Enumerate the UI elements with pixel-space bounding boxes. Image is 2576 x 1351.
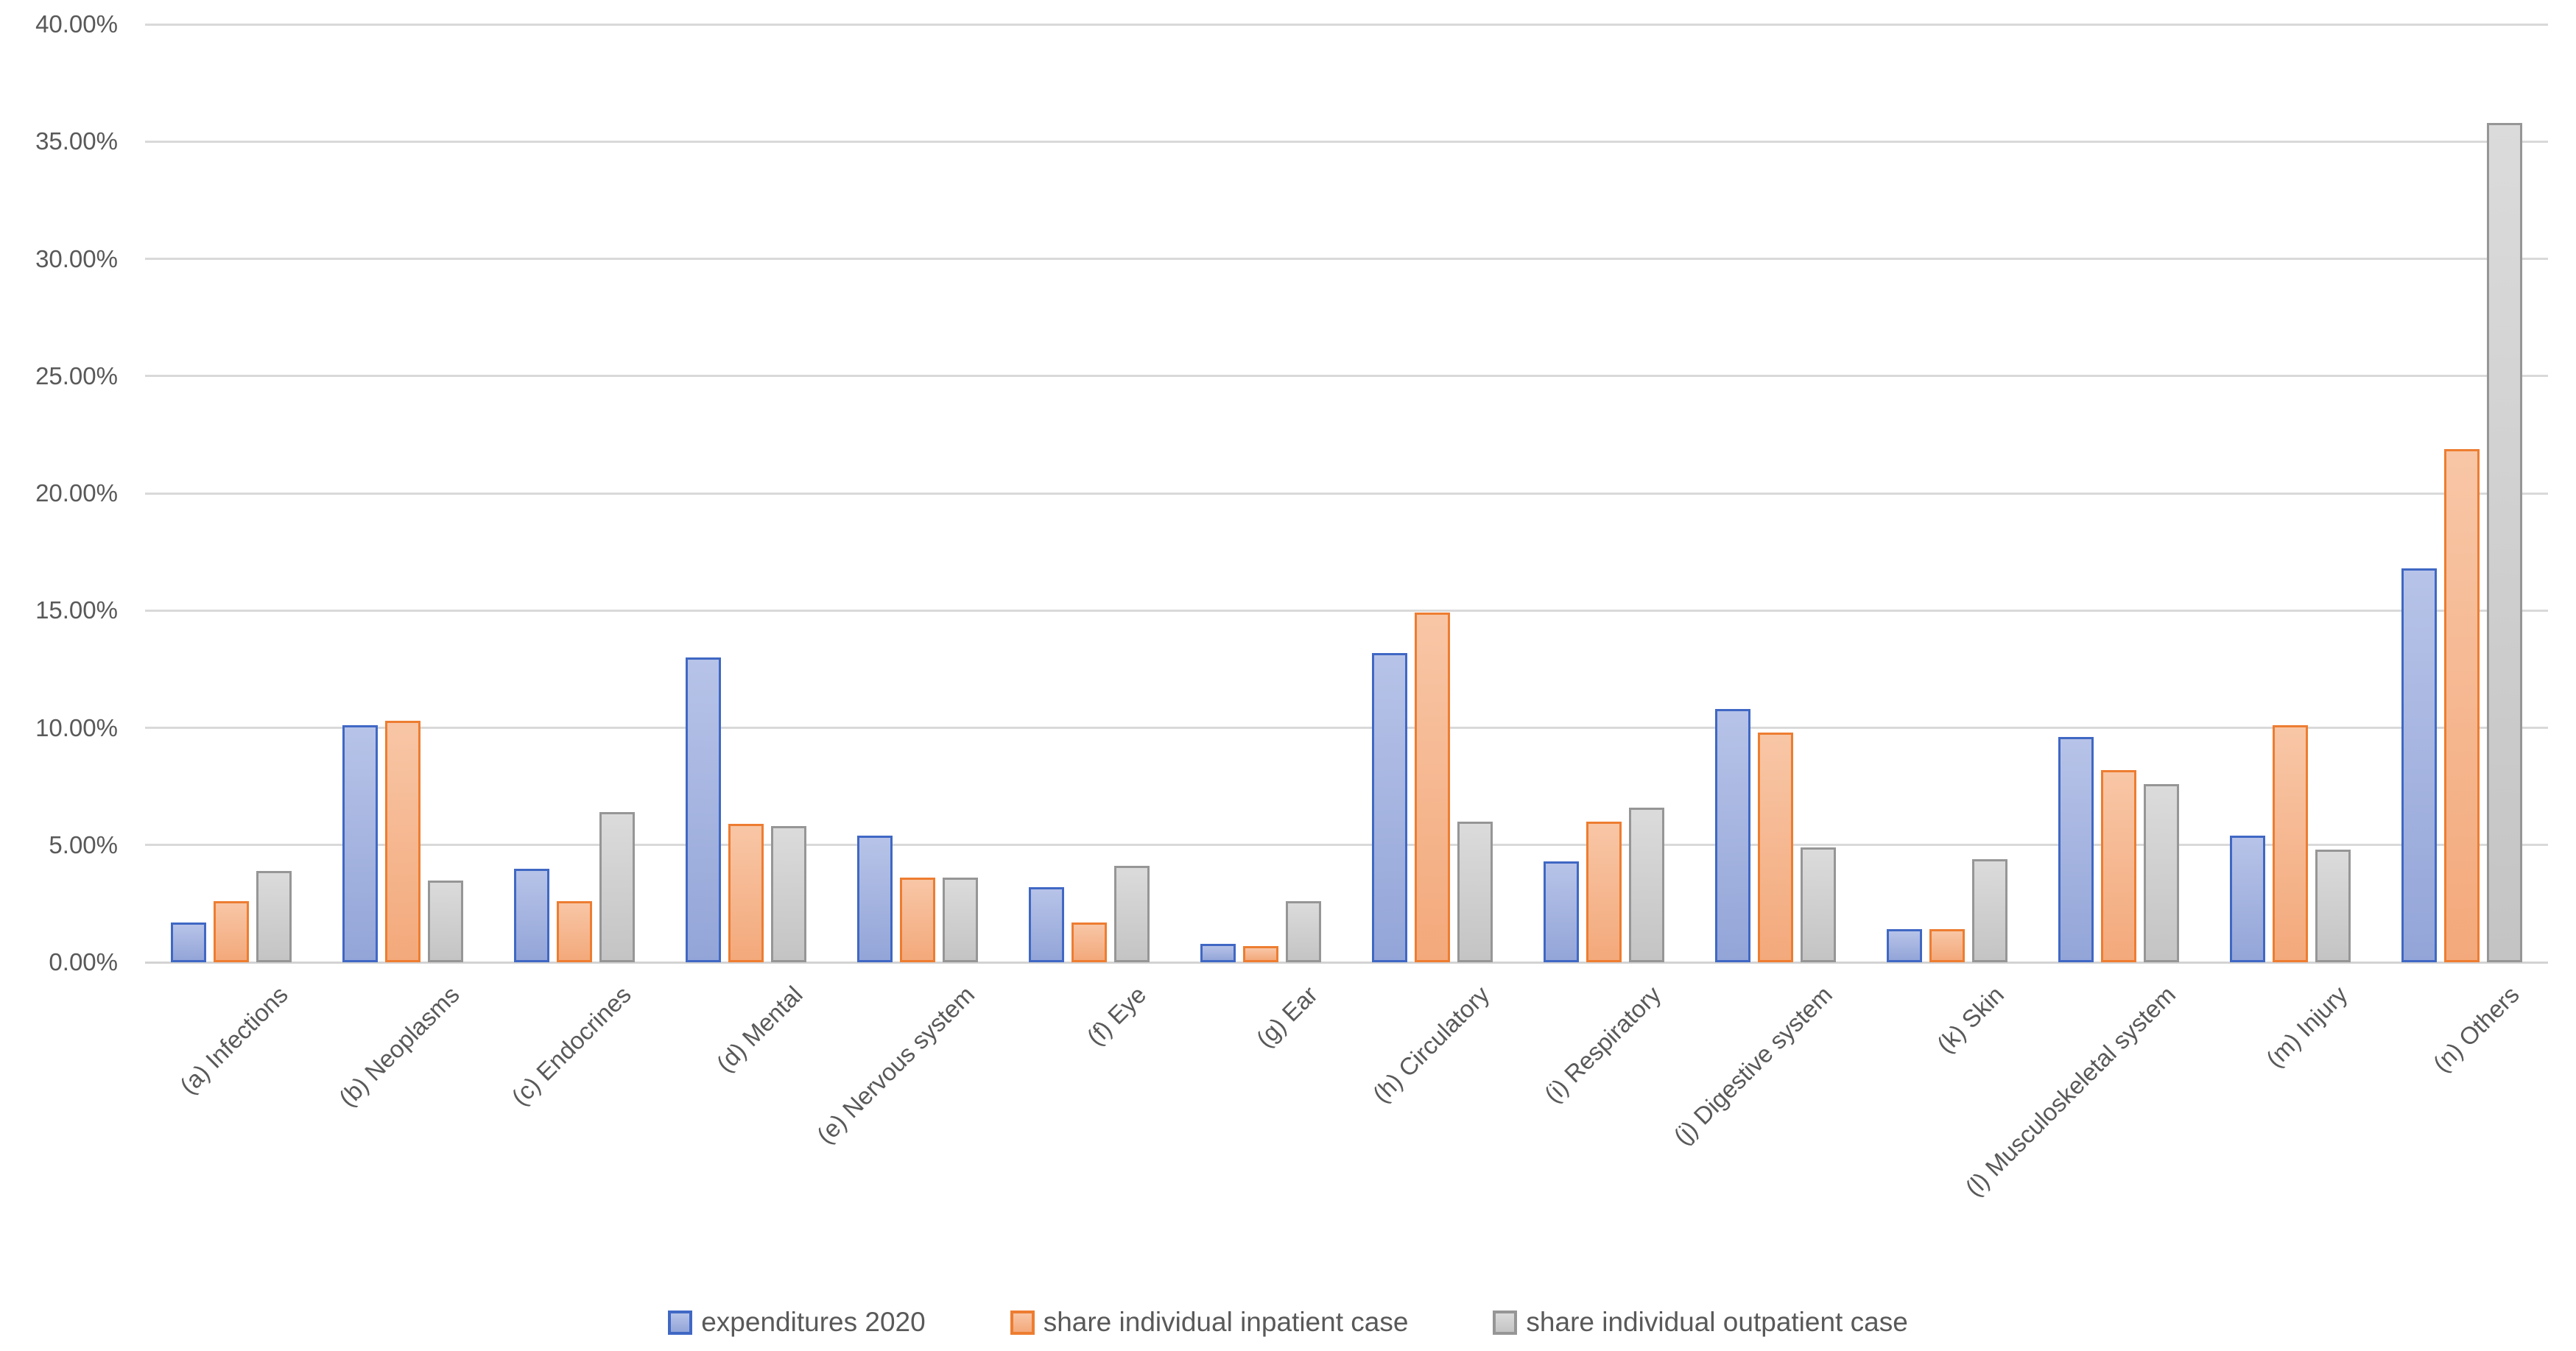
gridline bbox=[145, 492, 2548, 495]
bar-series-1-category-13 bbox=[2444, 448, 2480, 962]
legend-item-0: expenditures 2020 bbox=[668, 1307, 926, 1338]
gridline bbox=[145, 258, 2548, 260]
bar-series-2-category-2 bbox=[599, 812, 635, 962]
x-category-label: (f) Eye bbox=[1081, 981, 1152, 1051]
x-category-label: (e) Nervous system bbox=[811, 981, 979, 1149]
bar-series-2-category-7 bbox=[1457, 821, 1493, 962]
bar-series-0-category-7 bbox=[1372, 652, 1408, 962]
gridline bbox=[145, 727, 2548, 729]
bar-series-2-category-12 bbox=[2315, 850, 2351, 962]
y-tick-label: 40.00% bbox=[35, 10, 118, 38]
legend-label: share individual outpatient case bbox=[1526, 1307, 1908, 1337]
bar-series-1-category-0 bbox=[213, 901, 249, 962]
x-category-label: (g) Ear bbox=[1250, 981, 1323, 1053]
y-tick-label: 20.00% bbox=[35, 479, 118, 507]
bar-series-1-category-5 bbox=[1071, 922, 1107, 962]
bar-series-0-category-9 bbox=[1715, 709, 1751, 962]
bar-series-0-category-5 bbox=[1028, 887, 1064, 962]
legend-swatch-icon bbox=[1010, 1310, 1035, 1335]
gridline bbox=[145, 375, 2548, 378]
bar-series-2-category-10 bbox=[1972, 858, 2008, 962]
legend-swatch-icon bbox=[1493, 1310, 1518, 1335]
bar-series-2-category-0 bbox=[256, 870, 292, 962]
bar-series-1-category-6 bbox=[1242, 945, 1278, 962]
bar-series-2-category-4 bbox=[942, 878, 978, 962]
legend-swatch-icon bbox=[668, 1310, 693, 1335]
y-tick-label: 10.00% bbox=[35, 713, 118, 741]
bar-series-1-category-11 bbox=[2101, 769, 2137, 962]
legend-label: share individual inpatient case bbox=[1043, 1307, 1409, 1337]
bar-series-2-category-11 bbox=[2144, 783, 2180, 962]
legend-label: expenditures 2020 bbox=[701, 1307, 926, 1337]
bar-series-1-category-12 bbox=[2273, 725, 2309, 962]
bar-series-0-category-11 bbox=[2058, 737, 2094, 962]
y-tick-label: 25.00% bbox=[35, 361, 118, 389]
bar-series-2-category-6 bbox=[1285, 901, 1321, 962]
bar-series-0-category-4 bbox=[856, 836, 893, 962]
bar-series-0-category-2 bbox=[513, 868, 549, 962]
bar-series-1-category-8 bbox=[1586, 821, 1622, 962]
y-tick-label: 15.00% bbox=[35, 596, 118, 624]
legend: expenditures 2020 share individual inpati… bbox=[0, 1307, 2576, 1338]
bar-series-0-category-0 bbox=[170, 922, 206, 962]
x-category-label: (b) Neoplasms bbox=[333, 981, 465, 1112]
bar-series-1-category-1 bbox=[384, 720, 420, 962]
gridline bbox=[145, 609, 2548, 612]
bar-series-1-category-3 bbox=[728, 824, 764, 962]
bar-series-0-category-1 bbox=[342, 725, 378, 962]
x-category-label: (d) Mental bbox=[711, 981, 808, 1078]
bar-series-1-category-10 bbox=[1929, 929, 1966, 962]
gridline bbox=[145, 140, 2548, 143]
x-category-label: (j) Digestive system bbox=[1668, 981, 1838, 1150]
bar-series-2-category-9 bbox=[1801, 847, 1837, 962]
bar-series-2-category-13 bbox=[2487, 122, 2523, 962]
x-category-label: (c) Endocrines bbox=[506, 981, 636, 1111]
bar-series-2-category-3 bbox=[770, 826, 806, 962]
bar-series-0-category-12 bbox=[2230, 836, 2266, 962]
bar-series-1-category-4 bbox=[899, 878, 935, 962]
bar-series-0-category-13 bbox=[2401, 568, 2438, 962]
y-tick-label: 30.00% bbox=[35, 244, 118, 272]
x-category-label: (i) Respiratory bbox=[1538, 981, 1667, 1108]
y-tick-label: 0.00% bbox=[49, 948, 118, 976]
bar-series-0-category-6 bbox=[1200, 943, 1236, 962]
legend-item-1: share individual inpatient case bbox=[1010, 1307, 1409, 1338]
plot-area bbox=[145, 23, 2548, 964]
x-category-label: (a) Infections bbox=[174, 981, 293, 1100]
bar-series-2-category-8 bbox=[1629, 807, 1665, 962]
x-category-label: (m) Injury bbox=[2260, 981, 2353, 1073]
bar-series-2-category-5 bbox=[1113, 866, 1150, 962]
x-category-label: (n) Others bbox=[2427, 981, 2524, 1078]
y-tick-label: 5.00% bbox=[49, 830, 118, 858]
legend-item-2: share individual outpatient case bbox=[1493, 1307, 1908, 1338]
gridline bbox=[145, 23, 2548, 26]
bar-series-1-category-7 bbox=[1415, 613, 1451, 962]
bar-series-0-category-10 bbox=[1887, 929, 1923, 962]
x-axis-line bbox=[145, 961, 2548, 964]
bar-series-1-category-9 bbox=[1758, 732, 1794, 962]
bar-series-0-category-8 bbox=[1544, 861, 1580, 962]
bar-series-0-category-3 bbox=[685, 657, 721, 962]
x-category-label: (h) Circulatory bbox=[1367, 981, 1495, 1108]
gridline bbox=[145, 844, 2548, 847]
y-tick-label: 35.00% bbox=[35, 127, 118, 155]
x-category-label: (k) Skin bbox=[1932, 981, 2010, 1059]
bar-series-1-category-2 bbox=[556, 901, 592, 962]
bar-series-2-category-1 bbox=[427, 880, 463, 962]
